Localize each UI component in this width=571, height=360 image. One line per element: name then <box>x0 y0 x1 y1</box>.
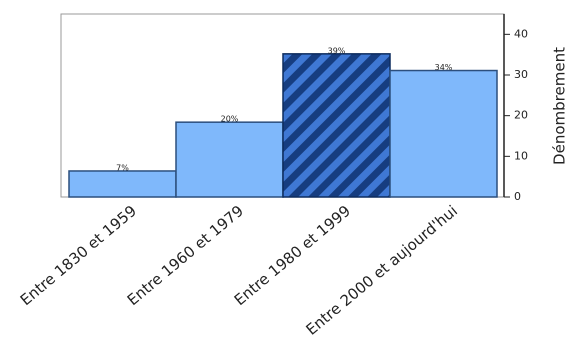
y-tick-label: 40 <box>514 27 528 40</box>
bar <box>68 170 177 198</box>
value-label: 34% <box>435 63 453 72</box>
y-tick-label: 20 <box>514 109 528 122</box>
bar <box>282 53 391 198</box>
bar <box>175 121 284 198</box>
y-tick-label: 0 <box>514 190 521 203</box>
bar <box>389 69 498 198</box>
value-label: 39% <box>328 46 346 55</box>
x-tick-label: Entre 1960 et 1979 <box>124 202 247 309</box>
x-tick-label: Entre 1830 et 1959 <box>17 202 140 309</box>
y-tick-label: 10 <box>514 149 528 162</box>
value-label: 20% <box>221 115 239 124</box>
y-tick-label: 30 <box>514 68 528 81</box>
y-axis-label: Dénombrement <box>551 47 569 165</box>
x-tick-label: Entre 1980 et 1999 <box>231 202 354 309</box>
value-label: 7% <box>116 163 129 172</box>
